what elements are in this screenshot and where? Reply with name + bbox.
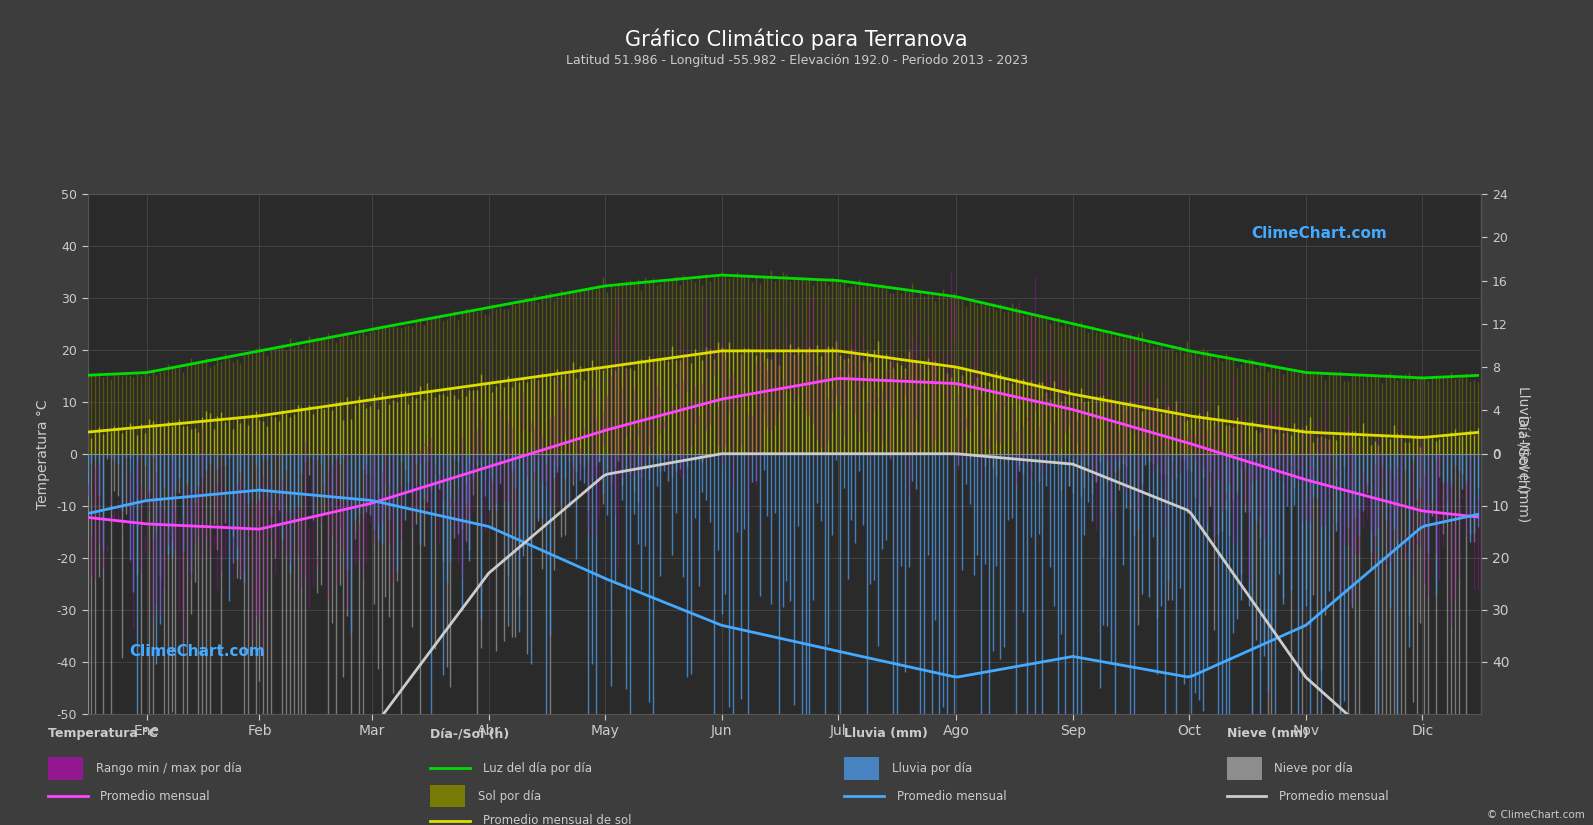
Text: ClimeChart.com: ClimeChart.com [129,644,264,659]
Text: Promedio mensual: Promedio mensual [1279,790,1389,803]
Bar [844,757,879,780]
Bar [1227,757,1262,780]
Text: Promedio mensual: Promedio mensual [897,790,1007,803]
Text: Luz del día por día: Luz del día por día [483,761,591,775]
Text: Sol por día: Sol por día [478,790,542,803]
Text: Latitud 51.986 - Longitud -55.982 - Elevación 192.0 - Periodo 2013 - 2023: Latitud 51.986 - Longitud -55.982 - Elev… [566,54,1027,67]
Text: © ClimeChart.com: © ClimeChart.com [1488,810,1585,820]
Text: Nieve por día: Nieve por día [1274,761,1354,775]
Text: Nieve (mm): Nieve (mm) [1227,728,1308,740]
Text: Promedio mensual de sol: Promedio mensual de sol [483,814,631,825]
Text: ClimeChart.com: ClimeChart.com [1252,226,1388,241]
Text: Lluvia (mm): Lluvia (mm) [844,728,929,740]
Y-axis label: Día-/Sol (h): Día-/Sol (h) [1515,415,1529,493]
Bar [48,757,83,780]
Y-axis label: Temperatura °C: Temperatura °C [35,399,49,508]
Text: Promedio mensual: Promedio mensual [100,790,210,803]
Y-axis label: Lluvia / Nieve (mm): Lluvia / Nieve (mm) [1517,385,1531,522]
Text: Temperatura °C: Temperatura °C [48,728,158,740]
Text: Rango min / max por día: Rango min / max por día [96,761,242,775]
Text: Día-/Sol (h): Día-/Sol (h) [430,728,510,740]
Text: Gráfico Climático para Terranova: Gráfico Climático para Terranova [624,29,969,50]
Bar [430,785,465,808]
Text: Lluvia por día: Lluvia por día [892,761,972,775]
